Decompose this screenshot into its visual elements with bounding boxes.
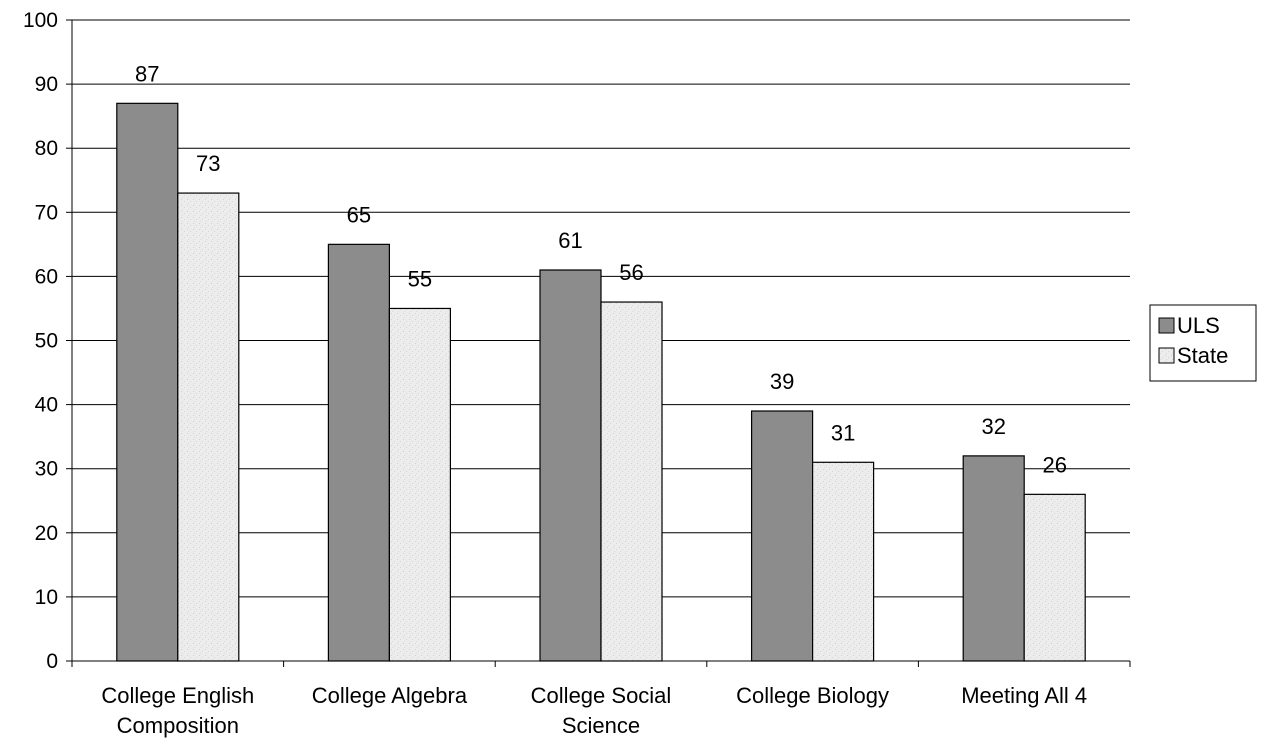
- legend-label-uls: ULS: [1177, 313, 1220, 338]
- axes: 0 10 20 30 40 50 60 70 80 90 100 College English Com…: [23, 9, 1131, 738]
- x-category-label-line: College Biology: [736, 683, 889, 708]
- y-tick-label: 30: [35, 458, 58, 481]
- bar-state: [177, 192, 240, 662]
- y-tick-label: 10: [35, 586, 58, 609]
- x-category-label-line: College English: [101, 683, 254, 708]
- bar-state: [600, 301, 663, 662]
- data-label-state: 56: [619, 260, 643, 285]
- data-label-uls: 61: [558, 228, 582, 253]
- data-label-uls: 65: [347, 202, 371, 227]
- data-label-uls: 39: [770, 369, 794, 394]
- x-category-label-line: Science: [562, 713, 640, 738]
- data-label-state: 26: [1042, 452, 1066, 477]
- x-category-label-line: Meeting All 4: [961, 683, 1087, 708]
- x-category-label: College Algebra: [312, 683, 468, 708]
- y-tick-label: 60: [35, 265, 58, 288]
- bar-uls: [327, 243, 390, 662]
- bar-state: [388, 307, 451, 662]
- x-category-label: Meeting All 4: [961, 683, 1087, 708]
- x-category-label: College Social Science: [531, 683, 672, 738]
- data-label-state: 73: [196, 151, 220, 176]
- y-tick-label: 100: [23, 9, 58, 32]
- bar-state: [811, 461, 875, 662]
- y-tick-label: 50: [35, 330, 58, 353]
- bar-uls: [750, 410, 814, 662]
- y-tick-label: 40: [35, 394, 58, 417]
- legend-swatch-state: [1158, 347, 1175, 364]
- data-label-state: 55: [408, 266, 432, 291]
- bar-uls: [116, 102, 179, 662]
- y-tick-label: 70: [35, 201, 58, 224]
- data-labels: 87 73 65 55 61 56 39 31 32 26: [135, 61, 1067, 477]
- data-label-uls: 32: [981, 414, 1005, 439]
- y-tick-label: 0: [46, 650, 58, 673]
- x-category-label-line: Composition: [117, 713, 239, 738]
- y-tick-label: 80: [35, 137, 58, 160]
- y-tick-label: 90: [35, 73, 58, 96]
- y-tick-label: 20: [35, 522, 58, 545]
- legend: ULS State: [1149, 304, 1257, 382]
- x-category-label: College English Composition: [101, 683, 254, 738]
- bar-state: [1023, 493, 1086, 662]
- data-label-state: 31: [831, 420, 855, 445]
- legend-label-state: State: [1177, 343, 1228, 368]
- legend-swatch-uls: [1158, 317, 1175, 334]
- bar-uls: [962, 455, 1025, 662]
- bar-uls: [539, 269, 602, 662]
- data-label-uls: 87: [135, 61, 159, 86]
- x-category-label-line: College Algebra: [312, 683, 468, 708]
- x-category-label: College Biology: [736, 683, 889, 708]
- bars: [116, 102, 1086, 662]
- x-category-label-line: College Social: [531, 683, 672, 708]
